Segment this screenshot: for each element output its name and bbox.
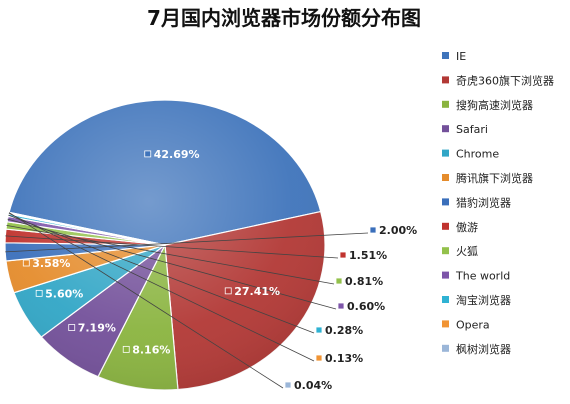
legend-item-label: The world <box>455 270 510 283</box>
legend-swatch <box>442 320 449 328</box>
data-label: 8.16% <box>132 343 170 356</box>
data-label: 0.04% <box>294 379 332 392</box>
legend-item-label: 火狐 <box>456 244 478 258</box>
leader-line <box>5 235 339 259</box>
data-label: 7.19% <box>78 322 116 335</box>
legend-item-label: 搜狗高速浏览器 <box>456 98 533 112</box>
leader-lines <box>5 212 369 389</box>
legend-swatch <box>442 100 449 108</box>
legend-item-label: Chrome <box>456 148 499 161</box>
data-label-marker <box>68 324 76 331</box>
data-label: 27.41% <box>234 285 280 298</box>
legend-swatch <box>442 247 449 255</box>
legend-item-label: IE <box>456 50 466 63</box>
data-label-marker <box>22 259 30 267</box>
data-label-marker <box>369 226 377 234</box>
legend-item-label: Safari <box>456 123 488 136</box>
data-label-marker <box>122 345 130 353</box>
legend-swatch <box>442 76 449 84</box>
leader-line <box>8 212 284 389</box>
leader-line <box>8 214 315 334</box>
legend-swatch <box>442 149 449 157</box>
data-label-marker <box>284 381 292 389</box>
legend-swatch <box>442 271 449 279</box>
legend-item-label: 猎豹浏览器 <box>456 195 511 209</box>
legend-item-label: 淘宝浏览器 <box>456 293 511 307</box>
legend-item-label: Opera <box>456 318 490 331</box>
data-label: 5.60% <box>45 287 83 300</box>
data-label: 0.81% <box>345 275 383 288</box>
data-label-marker <box>224 287 232 295</box>
legend-item-label: 腾讯旗下浏览器 <box>456 171 533 185</box>
data-label-marker <box>335 277 343 285</box>
data-label-marker <box>339 251 347 259</box>
legend-swatch <box>442 222 449 230</box>
legend-item-label: 傲游 <box>456 220 478 234</box>
data-label: 2.00% <box>379 224 417 237</box>
leader-line <box>7 218 337 310</box>
data-label: 0.60% <box>347 300 385 313</box>
data-label-marker <box>337 302 345 310</box>
data-label: 1.51% <box>349 249 387 262</box>
legend-swatch <box>442 125 449 133</box>
data-label-marker <box>144 150 152 158</box>
chart-title: 7月国内浏览器市场份额分布图 <box>147 6 421 30</box>
legend-item-label: 奇虎360旗下浏览器 <box>456 73 554 87</box>
data-label-marker <box>315 354 323 362</box>
data-label-marker <box>35 289 43 297</box>
legend-item-label: 枫树浏览器 <box>456 342 511 356</box>
leader-line <box>8 212 315 362</box>
data-label: 42.69% <box>154 148 200 161</box>
data-label: 3.58% <box>32 257 70 270</box>
data-labels: 42.69% 27.41% 8.16% 7.19% 5.60% 3.58% 2.00% 1.5… <box>22 148 417 392</box>
legend-swatch <box>442 344 449 352</box>
legend-swatch <box>442 198 449 206</box>
data-label-marker <box>315 326 323 334</box>
legend-swatch <box>442 174 449 181</box>
data-label: 0.28% <box>325 324 363 337</box>
data-label: 0.13% <box>325 352 363 365</box>
legend-swatch <box>442 296 449 303</box>
legend-swatch <box>442 52 449 59</box>
